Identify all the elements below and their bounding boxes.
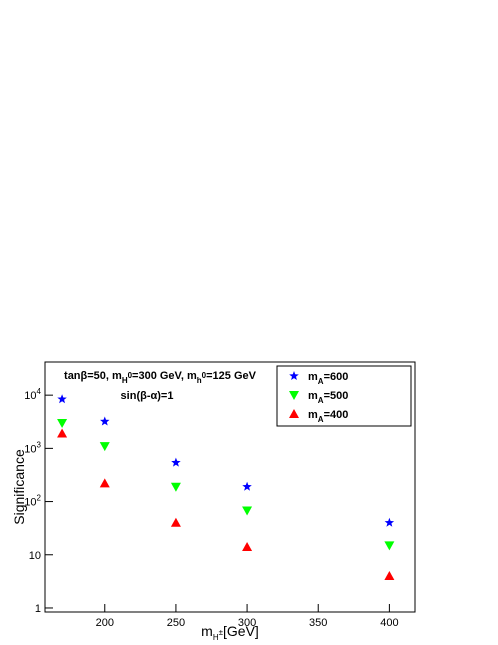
legend-label: mA=500 [308, 390, 348, 405]
point [57, 428, 68, 438]
point [384, 570, 395, 580]
point [100, 416, 110, 426]
legend-label: mA=400 [308, 409, 348, 424]
x-tick-label: 400 [380, 617, 398, 629]
point [99, 478, 110, 488]
legend-box [276, 365, 412, 427]
point [171, 457, 181, 467]
y-tick-label: 104 [24, 387, 41, 402]
annotation: tanβ=50, mH0=300 GeV, mh0=125 GeV [64, 370, 257, 385]
point [242, 481, 252, 491]
y-tick-label: 103 [24, 440, 41, 455]
y-tick-label: 1 [35, 603, 41, 615]
x-axis-label: mH±[GeV] [201, 623, 259, 642]
x-tick-label: 350 [309, 617, 327, 629]
y-axis-label: Significance [11, 449, 27, 525]
point [170, 482, 181, 492]
plot-frame [44, 361, 416, 613]
x-tick-label: 300 [238, 617, 256, 629]
point [242, 506, 253, 516]
x-tick-label: 200 [96, 617, 114, 629]
legend-marker [289, 409, 299, 418]
annotation: sin(β-α)=1 [121, 390, 174, 402]
point [384, 541, 395, 551]
point [57, 394, 67, 404]
point [57, 418, 68, 428]
point [99, 442, 110, 452]
x-tick-label: 250 [167, 617, 185, 629]
point [170, 517, 181, 527]
point [242, 541, 253, 551]
y-tick-label: 10 [29, 550, 41, 562]
y-tick-label: 102 [24, 494, 41, 509]
legend-marker [289, 391, 299, 400]
point [384, 517, 395, 527]
legend-marker [289, 371, 299, 380]
legend-label: mA=600 [308, 371, 348, 386]
